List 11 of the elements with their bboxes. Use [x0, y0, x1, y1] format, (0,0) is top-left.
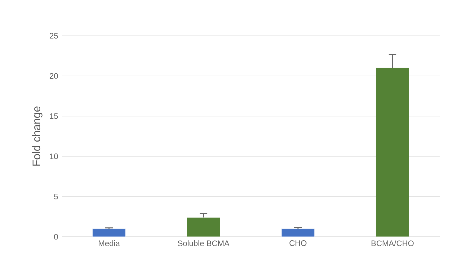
x-tick-label: BCMA/CHO — [372, 240, 414, 246]
x-tick-label: CHO — [290, 240, 307, 246]
y-tick-label: 10 — [50, 154, 58, 160]
y-tick-label: 15 — [50, 114, 58, 120]
x-tick-label: Media — [99, 240, 120, 246]
x-tick-label: Soluble BCMA — [178, 240, 230, 246]
y-tick-label: 0 — [54, 234, 58, 240]
y-tick-label: 20 — [50, 73, 58, 80]
y-axis-title: Fold change — [32, 106, 43, 166]
y-tick-label: 5 — [54, 194, 58, 200]
y-tick-label: 25 — [50, 33, 58, 39]
